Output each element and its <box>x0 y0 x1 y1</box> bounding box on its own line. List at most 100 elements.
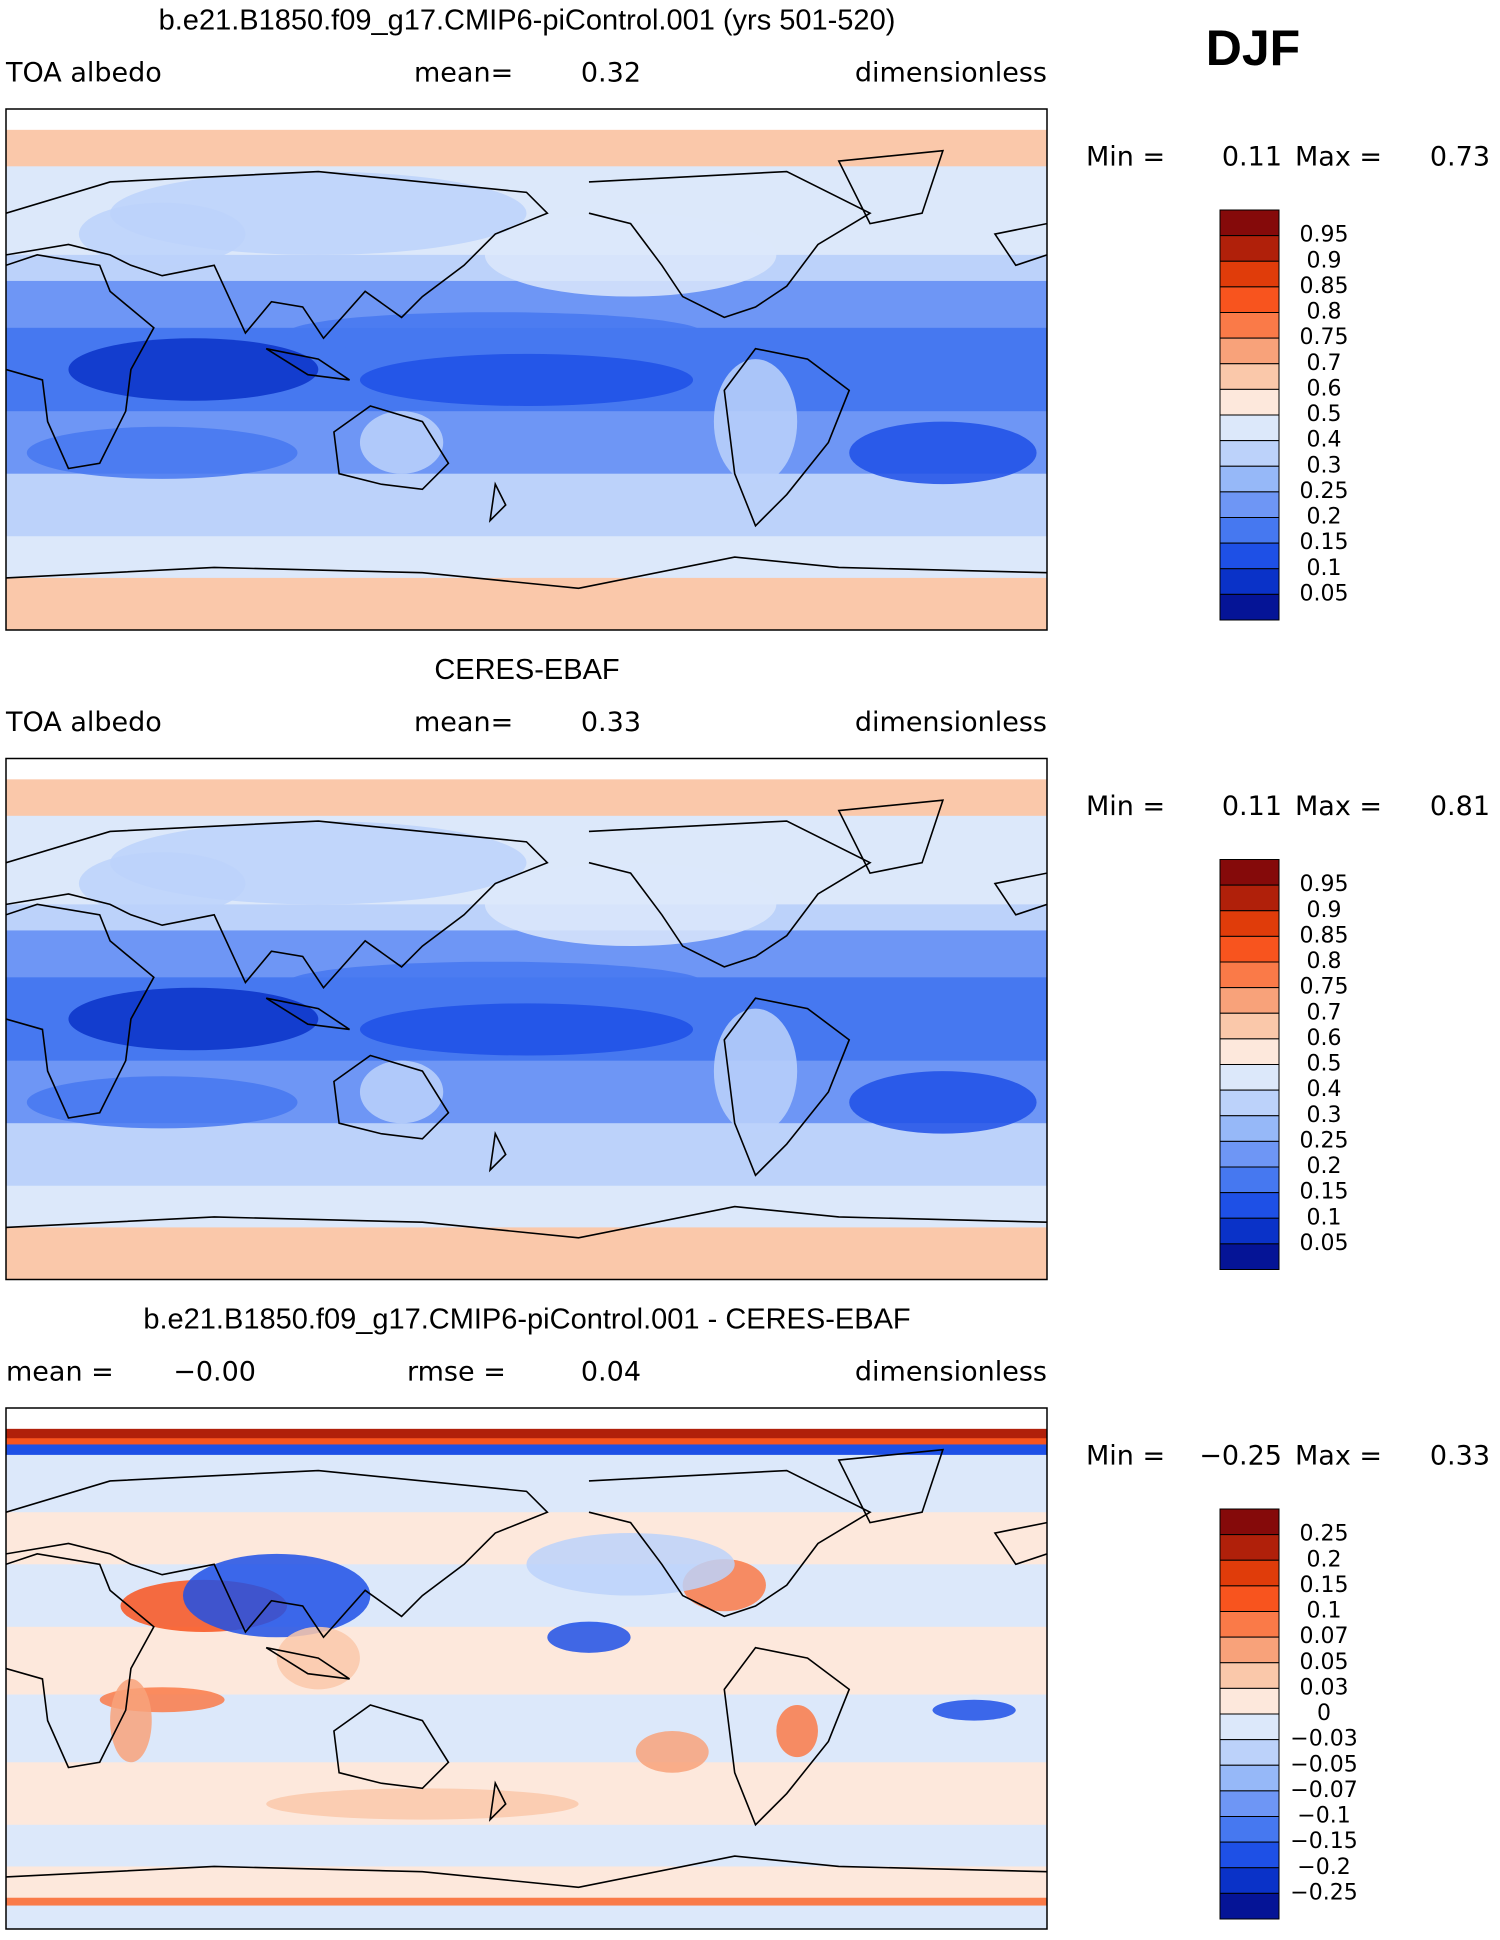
colorbar-label: −0.15 <box>1290 1829 1357 1854</box>
center-label: rmse = <box>407 1357 506 1388</box>
field-blob <box>526 1533 735 1596</box>
max-label: Max = <box>1295 1441 1382 1472</box>
coastline <box>589 821 870 967</box>
colorbar-label: 0.1 <box>1307 556 1342 581</box>
colorbar-box <box>1219 1585 1280 1612</box>
colorbar-box <box>1219 1892 1280 1920</box>
colorbar-box <box>1219 1038 1280 1065</box>
colorbar-box <box>1219 1217 1280 1245</box>
colorbar-box <box>1219 337 1280 365</box>
field-blob <box>110 1678 152 1763</box>
field-band <box>6 1824 1047 1868</box>
field-band <box>6 1905 1047 1929</box>
colorbar-box <box>1219 1508 1280 1536</box>
field-blob <box>484 213 777 297</box>
colorbar-box <box>1219 987 1280 1014</box>
field-band <box>6 1123 1047 1187</box>
coastline <box>490 484 506 520</box>
min-value: −0.25 <box>1199 1441 1282 1472</box>
center-value: 0.04 <box>581 1357 641 1388</box>
colorbar-box <box>1219 593 1280 621</box>
colorbar-label: 0.15 <box>1300 1180 1349 1205</box>
colorbar-box <box>1219 1192 1280 1219</box>
colorbar-label: 0.1 <box>1307 1599 1342 1624</box>
colorbar-box <box>1219 465 1280 493</box>
colorbar-box <box>1219 1739 1280 1766</box>
max-value: 0.81 <box>1430 791 1490 822</box>
colorbar-label: 0.6 <box>1307 376 1342 401</box>
field-blob <box>26 1076 298 1129</box>
colorbar-label: 0.4 <box>1307 428 1342 453</box>
field-blob <box>359 411 444 474</box>
coastline <box>839 1450 943 1523</box>
coastline <box>334 1055 449 1138</box>
field-band <box>6 1626 1047 1696</box>
field-band <box>6 1185 1047 1229</box>
colorbar-label: 0.95 <box>1300 872 1349 897</box>
field-blob <box>266 1788 579 1820</box>
colorbar-box <box>1219 1611 1280 1638</box>
center-value: 0.33 <box>581 707 641 738</box>
field-blob <box>932 1699 1016 1721</box>
min-value: 0.11 <box>1222 142 1282 173</box>
coastline <box>995 224 1047 266</box>
coastline <box>6 557 1047 588</box>
colorbar-box <box>1219 388 1280 416</box>
field-band <box>6 1227 1047 1280</box>
field-blob <box>78 202 246 266</box>
field-blob <box>182 1553 371 1638</box>
field-band <box>6 1428 1047 1440</box>
colorbar-box <box>1219 1534 1280 1561</box>
coastline <box>6 1554 154 1768</box>
center-label: mean= <box>414 707 513 738</box>
field-blob <box>713 359 798 485</box>
field-band <box>6 129 1047 168</box>
colorbar-box <box>1219 1790 1280 1817</box>
colorbar-label: 0.05 <box>1300 1231 1349 1256</box>
colorbar-box <box>1219 1089 1280 1117</box>
colorbar-label: 0.15 <box>1300 1573 1349 1598</box>
colorbar-label: 0.7 <box>1307 351 1342 376</box>
max-label: Max = <box>1295 791 1382 822</box>
colorbar-box <box>1219 209 1280 237</box>
max-value: 0.33 <box>1430 1441 1490 1472</box>
coastline <box>589 172 870 318</box>
coastline <box>266 349 349 380</box>
field-detail <box>6 151 1047 589</box>
units: dimensionless <box>855 1357 1047 1388</box>
left-label: TOA albedo <box>5 707 162 738</box>
colorbar-label: 0.95 <box>1300 223 1349 248</box>
colorbar-label: −0.25 <box>1290 1880 1357 1905</box>
colorbar-box <box>1219 1064 1280 1091</box>
panel-title: b.e21.B1850.f09_g17.CMIP6-piControl.001 … <box>159 5 896 37</box>
colorbar-label: 0.8 <box>1307 300 1342 325</box>
colorbar-box <box>1219 414 1280 442</box>
colorbar-label: 0.85 <box>1300 923 1349 948</box>
coastline <box>490 1783 506 1819</box>
min-label: Min = <box>1086 1441 1165 1472</box>
colorbar-label: 0.25 <box>1300 479 1349 504</box>
colorbar-label: 0.15 <box>1300 530 1349 555</box>
colorbar-box <box>1219 1636 1280 1664</box>
colorbar-box <box>1219 961 1280 989</box>
field-blob <box>68 338 319 401</box>
colorbar-box <box>1219 568 1280 595</box>
colorbar-label: 0.05 <box>1300 581 1349 606</box>
season-label: DJF <box>1206 20 1300 76</box>
colorbar-label: 0.75 <box>1300 975 1349 1000</box>
coastline <box>266 1648 349 1679</box>
panel: b.e21.B1850.f09_g17.CMIP6-piControl.001 … <box>5 5 1490 631</box>
colorbar-label: 0 <box>1317 1701 1331 1726</box>
colorbar-box <box>1219 1764 1280 1792</box>
colorbar-box <box>1219 1559 1280 1587</box>
field-blob <box>776 1704 818 1758</box>
colorbar-box <box>1219 491 1280 518</box>
colorbar-box <box>1219 363 1280 390</box>
map <box>6 758 1047 1280</box>
colorbar-label: 0.25 <box>1300 1522 1349 1547</box>
colorbar-label: 0.07 <box>1300 1624 1349 1649</box>
colorbar-box <box>1219 517 1280 544</box>
colorbar-label: 0.75 <box>1300 325 1349 350</box>
colorbar-label: 0.4 <box>1307 1077 1342 1102</box>
